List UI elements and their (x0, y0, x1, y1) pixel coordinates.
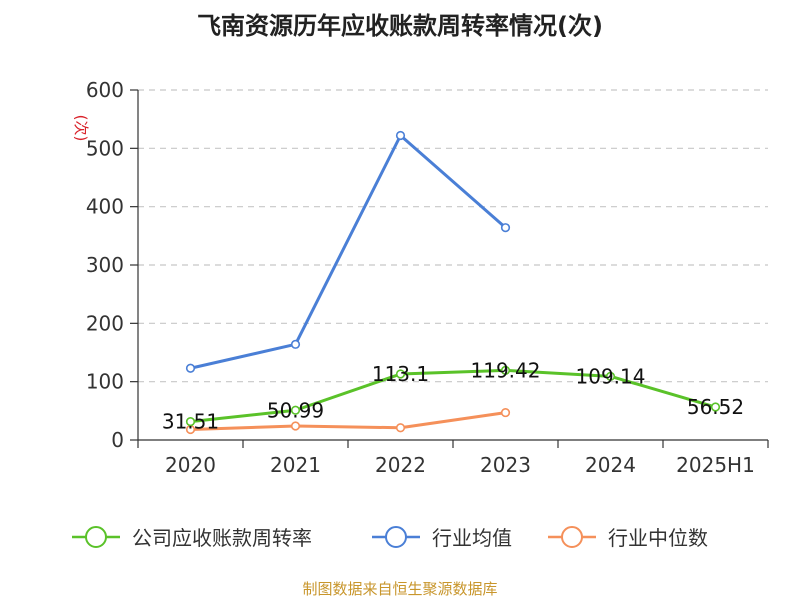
legend-label: 行业中位数 (608, 526, 708, 550)
legend-marker (385, 526, 407, 548)
series-line (190, 368, 716, 424)
series-point (290, 421, 301, 431)
series-lines (185, 130, 721, 435)
x-tick-label: 2021 (270, 453, 321, 477)
series-point (395, 423, 406, 433)
series-point (185, 417, 196, 427)
series-point (500, 365, 511, 375)
data-label: 113.1 (372, 362, 429, 386)
data-label: 31.51 (162, 410, 219, 434)
y-tick-label: 500 (86, 136, 124, 160)
series-line (190, 134, 507, 370)
y-tick-label: 300 (86, 253, 124, 277)
legend-marker (561, 526, 583, 548)
series-point (290, 339, 301, 349)
source-footer: 制图数据来自恒生聚源数据库 (302, 580, 498, 598)
series-point (500, 223, 511, 233)
chart-title: 飞南资源历年应收账款周转率情况(次) (197, 12, 603, 40)
y-tick-label: 400 (86, 195, 124, 219)
legend-label: 公司应收账款周转率 (132, 526, 312, 550)
data-label: 56.52 (687, 395, 744, 419)
data-label: 119.42 (471, 358, 541, 382)
legend[interactable]: 公司应收账款周转率 行业均值 行业中位数 (72, 526, 708, 550)
y-tick-label: 600 (86, 78, 124, 102)
series-line (190, 411, 506, 431)
series-point (395, 130, 406, 141)
axes: 0 100 200 300 400 500 600 (次) 2020 2021 2022 2023 20… (72, 78, 769, 477)
grid-lines (138, 89, 768, 383)
y-tick-label: 100 (86, 370, 124, 394)
x-tick-label: 2023 (480, 453, 531, 477)
series-point (710, 402, 721, 412)
legend-marker (85, 526, 107, 548)
y-tick-label: 200 (86, 311, 124, 335)
data-labels: 31.51 50.99 113.1 119.42 109.14 56.52 (162, 358, 744, 433)
x-tick-label: 2025H1 (676, 453, 755, 477)
y-axis-unit-label: (次) (72, 115, 90, 142)
x-tick-label: 2024 (585, 453, 636, 477)
x-tick-label: 2020 (165, 453, 216, 477)
data-label: 50.99 (267, 398, 324, 422)
series-point (395, 369, 406, 379)
data-label: 109.14 (576, 364, 646, 388)
y-tick-label: 0 (111, 428, 124, 452)
series-point (500, 407, 511, 418)
x-tick-label: 2022 (375, 453, 426, 477)
series-point (290, 405, 301, 415)
series-point (185, 363, 196, 373)
legend-label: 行业均值 (432, 526, 512, 550)
series-point (605, 371, 616, 381)
